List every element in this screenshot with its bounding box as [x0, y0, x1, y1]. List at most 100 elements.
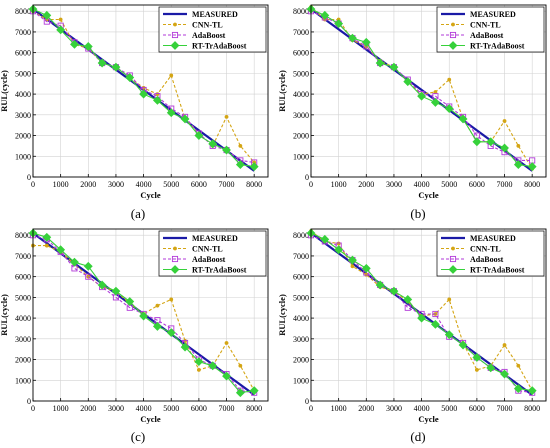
y-tick-label: 5000 [293, 69, 309, 78]
rt-tradaboost-point [486, 363, 496, 373]
legend-label-measured: MEASURED [192, 10, 238, 19]
rt-tradaboost-point [458, 114, 468, 124]
caption-d: (d) [410, 429, 426, 444]
series-rt-tradaboost [28, 228, 259, 398]
x-tick-label: 8000 [524, 404, 540, 413]
y-tick-label: 1000 [293, 376, 309, 385]
legend-label-rt-tradaboost: RT-TrAdaBoost [470, 42, 525, 51]
y-axis-label: RUL(cycle) [278, 70, 287, 112]
legend-label-adaboost: AdaBoost [192, 31, 226, 40]
y-tick-label: 5000 [15, 293, 31, 302]
legend-rt-tradaboost-point [448, 41, 458, 50]
cnn-tl-point [58, 17, 63, 22]
legend-label-adaboost: AdaBoost [470, 255, 504, 264]
legend-label-cnn-tl: CNN-TL [470, 245, 501, 254]
rul-chart-c: 0 1000 2000 3000 4000 5000 6000 7000 8000 0 1000 20… [0, 228, 269, 424]
cnn-tl-point [516, 144, 521, 148]
rt-tradaboost-point [320, 234, 330, 244]
legend-cnn-tl-point [451, 246, 455, 251]
x-tick-label: 1000 [53, 404, 69, 413]
series-rt-tradaboost [306, 4, 537, 172]
cnn-tl-point [447, 77, 452, 82]
cnn-tl-point [447, 297, 452, 302]
cnn-tl-point [169, 297, 174, 302]
adaboost-line [32, 10, 255, 164]
rt-tradaboost-point [348, 33, 357, 43]
legend-label-adaboost: AdaBoost [470, 31, 504, 40]
y-tick-label: 6000 [293, 273, 309, 282]
rt-tradaboost-point [430, 319, 440, 329]
chart-panel-a: 0 1000 2000 3000 4000 5000 6000 7000 8000 0 1000 20… [0, 0, 272, 204]
plot-frame [310, 228, 547, 402]
legend-adaboost-point [449, 31, 457, 39]
rt-tradaboost-point [125, 73, 135, 82]
cnn-tl-point [224, 115, 229, 119]
rt-tradaboost-point [389, 286, 399, 296]
cnn-tl-point [224, 341, 229, 345]
y-tick-label: 7000 [293, 28, 309, 37]
cnn-tl-point [238, 144, 243, 148]
x-axis-label: Cycle [418, 190, 439, 200]
rt-tradaboost-point [513, 160, 523, 169]
rt-tradaboost-point [152, 321, 162, 331]
y-tick-label: 0 [27, 397, 31, 406]
rt-tradaboost-point [348, 255, 357, 265]
legend-cnn-tl-point [173, 246, 177, 251]
y-tick-label: 3000 [293, 111, 309, 120]
y-tick-label: 8000 [293, 7, 309, 16]
rt-tradaboost-point [97, 280, 107, 290]
chart-panel-b: 0 1000 2000 3000 4000 5000 6000 7000 8000 0 1000 20… [278, 0, 550, 204]
x-tick-label: 4000 [414, 180, 430, 189]
y-tick-label: 2000 [293, 356, 309, 365]
y-tick-label: 5000 [15, 69, 31, 78]
adaboost-point [404, 304, 411, 311]
legend-label-measured: MEASURED [470, 10, 516, 19]
x-tick-label: 4000 [414, 404, 430, 413]
cnn-tl-point [350, 264, 355, 269]
legend-cnn-tl-point [173, 22, 177, 27]
cnn-tl-point [516, 363, 521, 368]
y-axis-label: RUL(cycle) [0, 70, 9, 112]
x-tick-label: 7000 [497, 180, 513, 189]
rt-tradaboost-point [334, 245, 344, 255]
rt-tradaboost-point [513, 384, 523, 393]
y-tick-label: 2000 [15, 132, 31, 141]
rt-tradaboost-point [166, 108, 176, 118]
x-tick-label: 4000 [136, 180, 152, 189]
rt-tradaboost-point [222, 145, 231, 155]
x-tick-label: 6000 [469, 180, 485, 189]
y-tick-label: 6000 [293, 49, 309, 58]
rul-chart-a: 0 1000 2000 3000 4000 5000 6000 7000 8000 0 1000 20… [0, 4, 269, 200]
legend-rt-tradaboost-point [170, 41, 180, 50]
legend-label-cnn-tl: CNN-TL [470, 21, 501, 30]
y-tick-label: 5000 [293, 293, 309, 302]
x-tick-label: 8000 [524, 180, 540, 189]
legend-label-cnn-tl: CNN-TL [192, 245, 223, 254]
plot-frame [32, 228, 269, 402]
x-tick-label: 5000 [163, 404, 179, 413]
cnn-tl-point [155, 303, 160, 308]
rul-chart-d: 0 1000 2000 3000 4000 5000 6000 7000 8000 0 1000 20… [278, 228, 547, 424]
x-tick-label: 7000 [219, 404, 235, 413]
rt-tradaboost-point [180, 342, 190, 352]
rt-tradaboost-point [249, 162, 259, 172]
y-tick-label: 6000 [15, 273, 31, 282]
rt-tradaboost-point [42, 10, 52, 20]
rt-tradaboost-point [444, 104, 454, 114]
cnn-tl-point [169, 73, 174, 78]
x-tick-label: 5000 [441, 404, 457, 413]
chart-panel-d: 0 1000 2000 3000 4000 5000 6000 7000 8000 0 1000 20… [278, 224, 550, 428]
legend-label-rt-tradaboost: RT-TrAdaBoost [192, 42, 247, 51]
y-tick-label: 7000 [293, 252, 309, 261]
cnn-tl-point [238, 363, 243, 368]
y-tick-label: 3000 [293, 335, 309, 344]
x-tick-label: 8000 [246, 180, 262, 189]
rt-tradaboost-point [375, 58, 385, 68]
rt-tradaboost-point [444, 330, 454, 340]
rt-tradaboost-point [180, 114, 190, 124]
y-tick-label: 8000 [15, 7, 31, 16]
rt-tradaboost-point [320, 10, 330, 20]
y-tick-label: 6000 [15, 49, 31, 58]
rt-tradaboost-point [83, 261, 93, 271]
